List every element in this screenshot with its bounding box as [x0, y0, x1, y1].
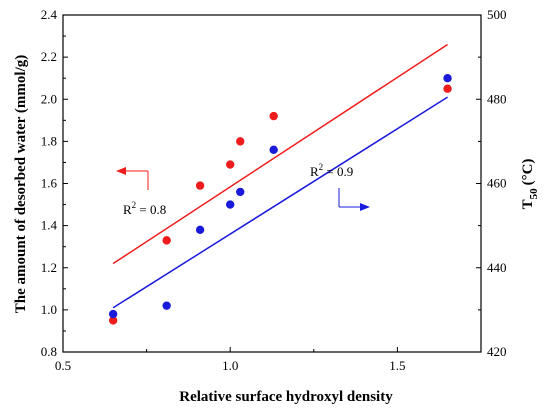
right-y-axis-title: T50 (°C)	[520, 159, 540, 210]
x-tick-label: 1.0	[222, 358, 238, 373]
blue-data-point	[443, 73, 452, 83]
right-y-tick-label: 480	[487, 91, 507, 106]
red-fit-line	[112, 43, 448, 265]
blue-data-point	[162, 301, 171, 310]
red-data-point	[236, 137, 245, 146]
red-data-point	[226, 160, 235, 169]
blue-fit-r2-value: = 0.9	[323, 164, 353, 179]
x-tick-label: 0.5	[55, 358, 71, 373]
left-y-tick-label: 1.4	[41, 218, 58, 233]
blue-data-point	[108, 309, 118, 319]
fit-lines	[112, 43, 448, 309]
left-y-tick-label: 2.4	[41, 7, 58, 22]
left-y-tick-label: 1.6	[41, 176, 58, 191]
right-y-axis: 420 440 460 480 500	[476, 7, 507, 359]
right-y-tick-label: 420	[487, 344, 507, 359]
blue-fit-line	[112, 96, 448, 309]
blue-data-point	[226, 200, 235, 209]
left-y-axis-title: The amount of desorbed water (mmol/g)	[13, 55, 29, 313]
red-data-point	[108, 316, 118, 325]
annotations: R2 = 0.8 R2 = 0.9	[116, 162, 370, 217]
blue-axis-arrow	[338, 188, 370, 211]
plot-border	[62, 14, 482, 353]
right-y-title-sub: 50	[528, 188, 540, 200]
left-y-tick-label: 0.8	[41, 344, 57, 359]
x-axis-title: Relative surface hydroxyl density	[179, 389, 393, 405]
left-y-tick-label: 2.2	[41, 49, 57, 64]
blue-data-point	[195, 225, 205, 235]
red-data-point	[162, 236, 171, 245]
right-y-tick-label: 460	[487, 176, 507, 191]
x-tick-label: 1.5	[389, 358, 405, 373]
data-points	[108, 73, 452, 325]
blue-fit-r2-sup: 2	[319, 162, 324, 172]
blue-data-point	[236, 187, 245, 197]
red-data-point	[443, 84, 452, 93]
left-y-tick-label: 1.0	[41, 302, 57, 317]
red-fit-r2-sup: 2	[132, 200, 137, 210]
right-y-tick-label: 440	[487, 260, 507, 275]
blue-data-point	[269, 145, 278, 154]
red-data-point	[195, 181, 205, 190]
red-fit-r2-value: = 0.8	[136, 202, 166, 217]
left-y-tick-label: 1.8	[41, 133, 57, 148]
plot-frame	[62, 14, 482, 353]
blue-fit-r2-label: R2 = 0.9	[310, 162, 353, 179]
left-y-tick-label: 1.2	[41, 260, 57, 275]
left-y-axis: 0.8 1.0 1.2 1.4 1.6 1.8 2.0 2.2 2.4	[41, 7, 68, 359]
right-y-title-unit: (°C)	[520, 159, 536, 186]
right-y-tick-label: 500	[487, 7, 507, 22]
red-axis-arrow	[116, 167, 149, 190]
blue-fit-r2-r: R	[310, 164, 319, 179]
right-y-title-main: T	[520, 199, 536, 209]
red-fit-r2-r: R	[123, 202, 132, 217]
left-y-tick-label: 2.0	[41, 91, 57, 106]
red-fit-r2-label: R2 = 0.8	[123, 200, 166, 217]
red-data-point	[269, 111, 278, 121]
x-axis: 0.5 1.0 1.5	[55, 347, 482, 373]
